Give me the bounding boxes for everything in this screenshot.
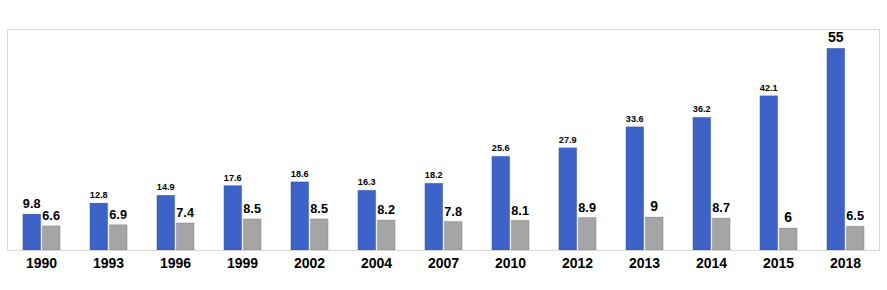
svg-text:55: 55 [828, 29, 844, 45]
svg-text:8.9: 8.9 [578, 200, 596, 215]
svg-text:42.1: 42.1 [760, 83, 778, 93]
svg-text:2007: 2007 [428, 255, 459, 271]
svg-text:8.1: 8.1 [511, 203, 529, 218]
svg-text:6.6: 6.6 [42, 208, 60, 223]
svg-text:2002: 2002 [294, 255, 325, 271]
svg-text:36.2: 36.2 [693, 104, 711, 114]
svg-text:8.2: 8.2 [377, 202, 395, 217]
svg-text:6.9: 6.9 [109, 207, 127, 222]
svg-text:7.8: 7.8 [444, 204, 462, 219]
svg-text:1996: 1996 [160, 255, 191, 271]
svg-text:16.3: 16.3 [358, 177, 376, 187]
svg-text:8.7: 8.7 [712, 200, 730, 215]
svg-text:2013: 2013 [629, 255, 660, 271]
svg-text:17.6: 17.6 [224, 173, 242, 183]
svg-text:1993: 1993 [93, 255, 124, 271]
svg-text:27.9: 27.9 [559, 135, 577, 145]
svg-text:25.6: 25.6 [492, 143, 510, 153]
svg-text:2014: 2014 [696, 255, 727, 271]
svg-text:2010: 2010 [495, 255, 526, 271]
svg-text:9.8: 9.8 [23, 196, 41, 211]
svg-text:2018: 2018 [830, 255, 861, 271]
svg-text:2012: 2012 [562, 255, 593, 271]
svg-text:33.6: 33.6 [626, 114, 644, 124]
svg-text:14.9: 14.9 [157, 182, 175, 192]
svg-text:18.6: 18.6 [291, 169, 309, 179]
svg-text:18.2: 18.2 [425, 170, 443, 180]
svg-text:1990: 1990 [26, 255, 57, 271]
svg-text:8.5: 8.5 [310, 201, 328, 216]
svg-text:1999: 1999 [227, 255, 258, 271]
svg-text:12.8: 12.8 [90, 190, 108, 200]
svg-text:8.5: 8.5 [243, 201, 261, 216]
svg-text:7.4: 7.4 [176, 205, 194, 220]
svg-text:6: 6 [784, 209, 792, 225]
svg-text:2004: 2004 [361, 255, 392, 271]
svg-text:6.5: 6.5 [846, 208, 864, 223]
svg-text:9: 9 [650, 198, 658, 214]
svg-text:2015: 2015 [763, 255, 794, 271]
